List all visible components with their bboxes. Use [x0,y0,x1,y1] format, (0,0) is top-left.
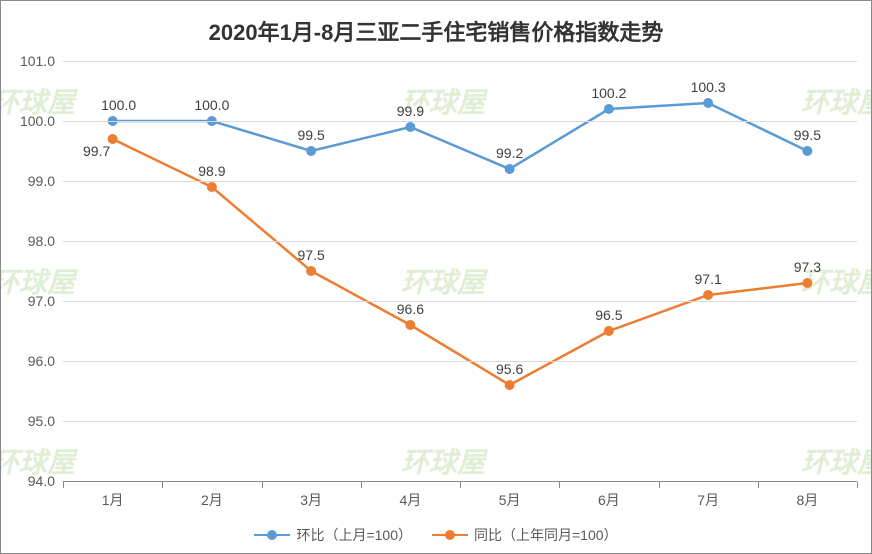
legend-item: 同比（上年同月=100） [432,525,618,545]
x-axis-label: 3月 [300,490,322,510]
series-marker [604,326,614,336]
data-label: 97.1 [695,271,722,287]
y-axis-label: 98.0 [28,233,55,249]
plot-area: 94.095.096.097.098.099.0100.0101.0100.01… [63,61,857,481]
data-label: 100.2 [591,85,626,101]
data-label: 98.9 [198,163,225,179]
legend-label: 同比（上年同月=100） [474,525,618,545]
data-label: 95.6 [496,361,523,377]
chart-title: 2020年1月-8月三亚二手住宅销售价格指数走势 [1,15,871,47]
data-label: 100.0 [101,97,136,113]
grid-line [63,241,857,242]
grid-line [63,301,857,302]
x-axis-label: 5月 [499,490,521,510]
legend-swatch [254,534,290,536]
grid-line [63,61,857,62]
y-axis-label: 95.0 [28,413,55,429]
y-axis-label: 99.0 [28,173,55,189]
grid-line [63,121,857,122]
line-chart-svg [63,61,857,481]
series-marker [505,380,515,390]
y-axis-label: 100.0 [20,113,55,129]
x-axis-label: 7月 [697,490,719,510]
x-tick [857,482,858,488]
data-label: 97.5 [298,247,325,263]
x-axis-label: 2月 [201,490,223,510]
x-tick [162,482,163,488]
data-label: 96.6 [397,301,424,317]
data-label: 99.7 [83,143,110,159]
x-tick [559,482,560,488]
data-label: 99.5 [794,127,821,143]
x-tick [758,482,759,488]
series-marker [306,266,316,276]
x-tick [63,482,64,488]
series-marker [802,146,812,156]
data-label: 100.3 [691,79,726,95]
data-label: 100.0 [194,97,229,113]
grid-line [63,361,857,362]
series-marker [405,122,415,132]
x-tick [659,482,660,488]
data-label: 97.3 [794,259,821,275]
series-marker [703,98,713,108]
x-tick [262,482,263,488]
series-marker [405,320,415,330]
series-marker [703,290,713,300]
legend-label: 环比（上月=100） [296,525,412,545]
data-label: 99.5 [298,127,325,143]
x-axis-label: 6月 [598,490,620,510]
data-label: 99.2 [496,145,523,161]
legend-marker [445,530,455,540]
series-marker [207,182,217,192]
legend-marker [267,530,277,540]
y-axis-label: 97.0 [28,293,55,309]
x-tick [361,482,362,488]
y-axis-label: 96.0 [28,353,55,369]
legend: 环比（上月=100） 同比（上年同月=100） [1,523,871,545]
series-marker [505,164,515,174]
series-marker [306,146,316,156]
y-axis-label: 94.0 [28,473,55,489]
data-label: 96.5 [595,307,622,323]
series-marker [802,278,812,288]
data-label: 99.9 [397,103,424,119]
y-axis-label: 101.0 [20,53,55,69]
x-axis-label: 4月 [399,490,421,510]
chart-container: 环球屋环球屋环球屋环球屋环球屋环球屋环球屋环球屋环球屋 2020年1月-8月三亚… [0,0,872,554]
x-axis-label: 1月 [102,490,124,510]
grid-line [63,421,857,422]
x-tick [460,482,461,488]
x-axis: 1月2月3月4月5月6月7月8月 [63,481,857,482]
grid-line [63,181,857,182]
legend-swatch [432,534,468,536]
x-axis-label: 8月 [796,490,818,510]
series-marker [604,104,614,114]
legend-item: 环比（上月=100） [254,525,412,545]
